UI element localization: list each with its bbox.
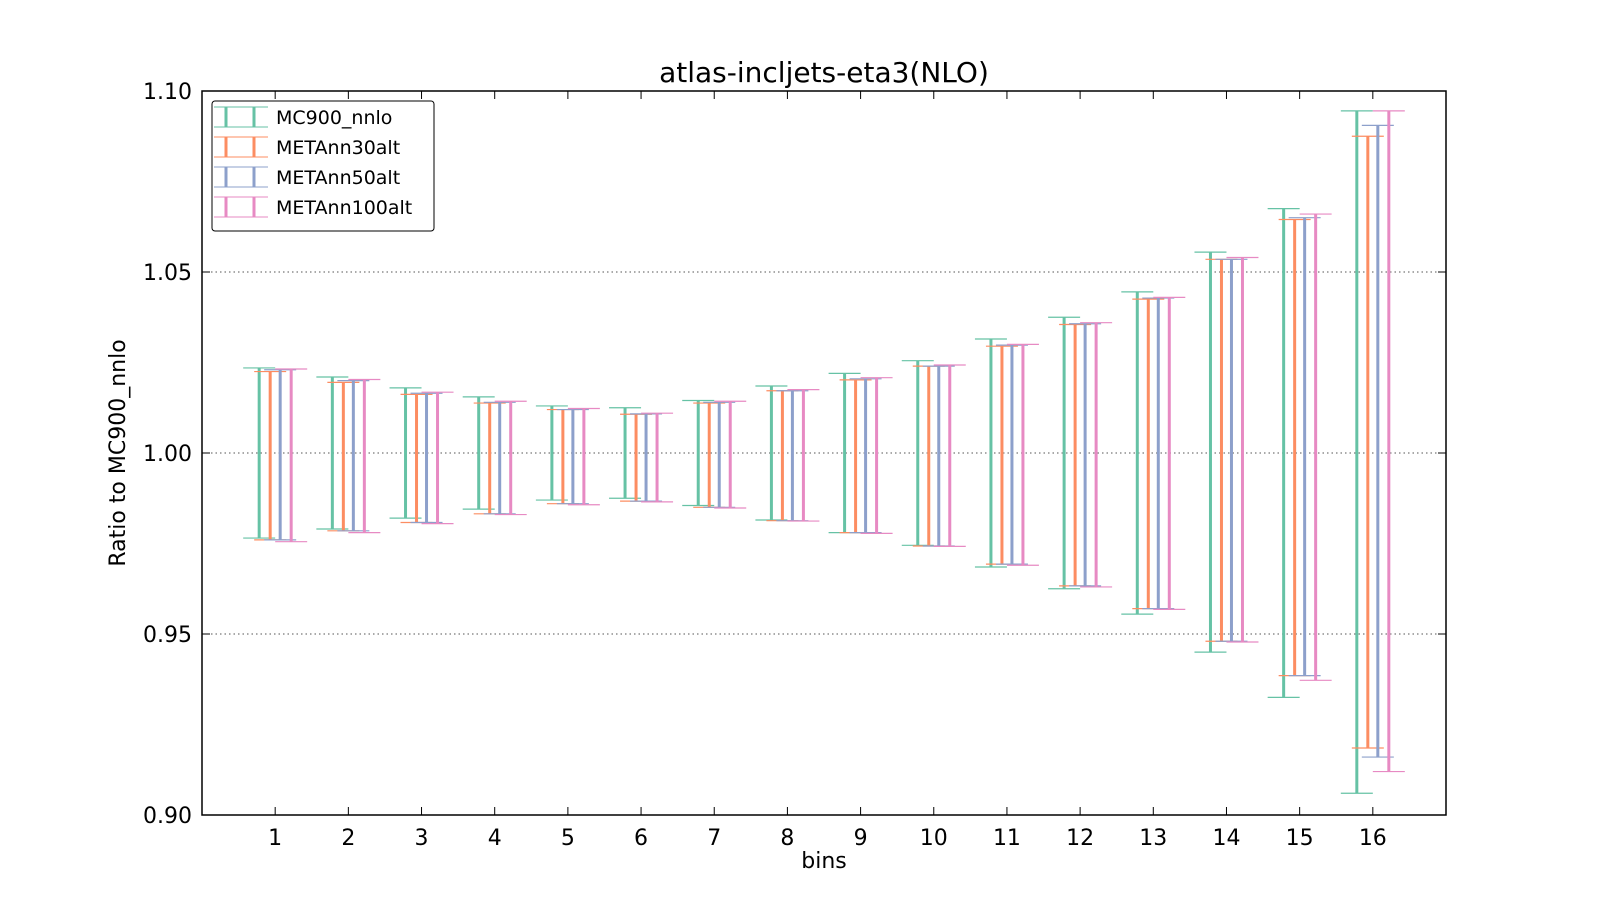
x-tick-label: 7 (707, 826, 721, 851)
x-tick-label: 14 (1212, 826, 1240, 851)
legend-label: METAnn30alt (276, 137, 400, 159)
legend-entry: METAnn30alt (214, 136, 400, 159)
chart-title: atlas-incljets-eta3(NLO) (659, 56, 989, 89)
x-axis-title: bins (801, 849, 846, 874)
x-tick-label: 2 (341, 826, 355, 851)
x-tick-label: 6 (634, 826, 648, 851)
x-tick-label: 9 (854, 826, 868, 851)
y-tick-label: 1.10 (143, 80, 192, 105)
x-tick-label: 13 (1139, 826, 1167, 851)
x-tick-label: 4 (488, 826, 502, 851)
x-tick-label: 1 (268, 826, 282, 851)
x-tick-label: 16 (1359, 826, 1387, 851)
legend-label: MC900_nnlo (276, 107, 392, 129)
x-tick-label: 3 (415, 826, 429, 851)
legend-box (211, 100, 435, 232)
legend-entry: METAnn100alt (214, 196, 412, 219)
legend-entry: MC900_nnlo (214, 106, 392, 129)
legend: MC900_nnlo METAnn30alt METAnn50alt METAnn10… (211, 100, 435, 232)
y-tick-label: 1.00 (143, 442, 192, 467)
x-tick-label: 10 (920, 826, 948, 851)
grid-lines (202, 271, 1446, 635)
x-tick-label: 12 (1066, 826, 1094, 851)
legend-label: METAnn100alt (276, 197, 412, 219)
x-tick-label: 11 (993, 826, 1021, 851)
x-tick-label: 8 (780, 826, 794, 851)
series-METAnn50alt (264, 124, 1394, 758)
series-METAnn30alt (254, 135, 1384, 749)
legend-entry: METAnn50alt (214, 166, 400, 189)
series-METAnn100alt (275, 110, 1405, 773)
legend-label: METAnn50alt (276, 167, 400, 189)
error-bars (243, 110, 1405, 794)
y-tick-label: 0.95 (143, 623, 192, 648)
y-tick-label: 0.90 (143, 804, 192, 829)
x-tick-label: 15 (1286, 826, 1314, 851)
x-tick-label: 5 (561, 826, 575, 851)
axes: 0.900.951.001.051.101 2 3 4 5 6 7 8 9 10 11 12 13 14 1… (143, 80, 1446, 851)
y-axis-title: Ratio to MC900_nnlo (106, 339, 131, 566)
y-tick-label: 1.05 (143, 261, 192, 286)
